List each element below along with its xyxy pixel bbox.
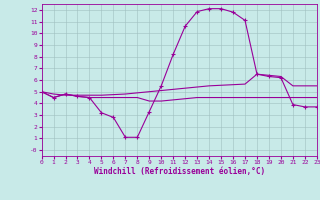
X-axis label: Windchill (Refroidissement éolien,°C): Windchill (Refroidissement éolien,°C) <box>94 167 265 176</box>
